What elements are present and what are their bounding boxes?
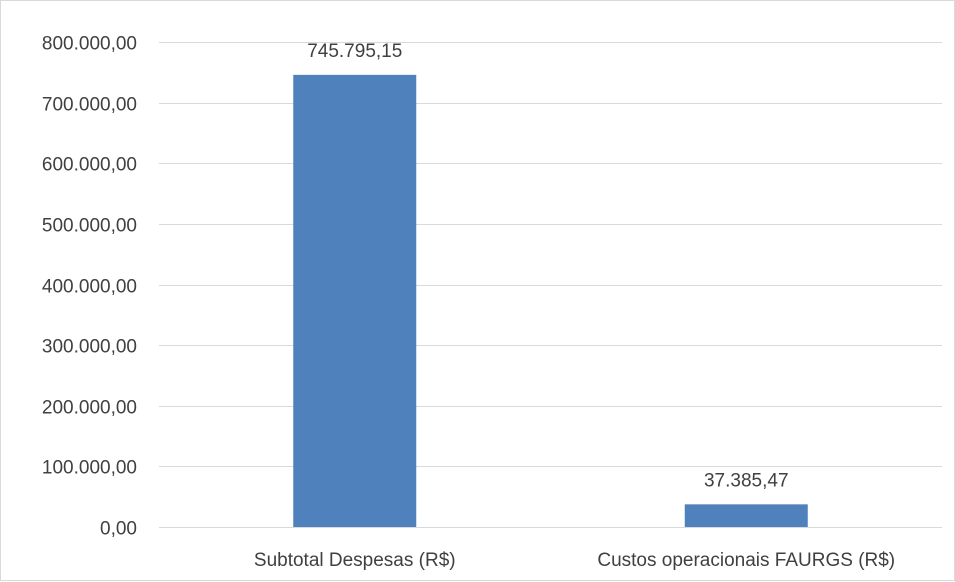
bar bbox=[684, 504, 808, 527]
data-label: 37.385,47 bbox=[704, 470, 789, 491]
y-tick-label: 0,00 bbox=[100, 519, 137, 540]
y-tick-label: 500.000,00 bbox=[42, 216, 137, 237]
y-tick-label: 300.000,00 bbox=[42, 337, 137, 358]
y-axis-tick-labels: 0,00 100.000,00 200.000,00 300.000,00 400.00… bbox=[42, 34, 137, 540]
y-tick-label: 200.000,00 bbox=[42, 398, 137, 419]
gridlines bbox=[159, 42, 942, 528]
x-category-label: Custos operacionais FAURGS (R$) bbox=[597, 550, 895, 571]
y-tick-label: 100.000,00 bbox=[42, 458, 137, 479]
data-labels: 745.795,15 37.385,47 bbox=[307, 41, 788, 491]
y-tick-label: 800.000,00 bbox=[42, 34, 137, 55]
x-axis-category-labels: Subtotal Despesas (R$) Custos operacionai… bbox=[254, 550, 895, 571]
y-tick-label: 600.000,00 bbox=[42, 155, 137, 176]
y-tick-label: 400.000,00 bbox=[42, 277, 137, 298]
bar bbox=[293, 74, 417, 527]
y-tick-label: 700.000,00 bbox=[42, 95, 137, 116]
x-category-label: Subtotal Despesas (R$) bbox=[254, 550, 456, 571]
bars bbox=[293, 74, 808, 527]
data-label: 745.795,15 bbox=[307, 41, 402, 62]
